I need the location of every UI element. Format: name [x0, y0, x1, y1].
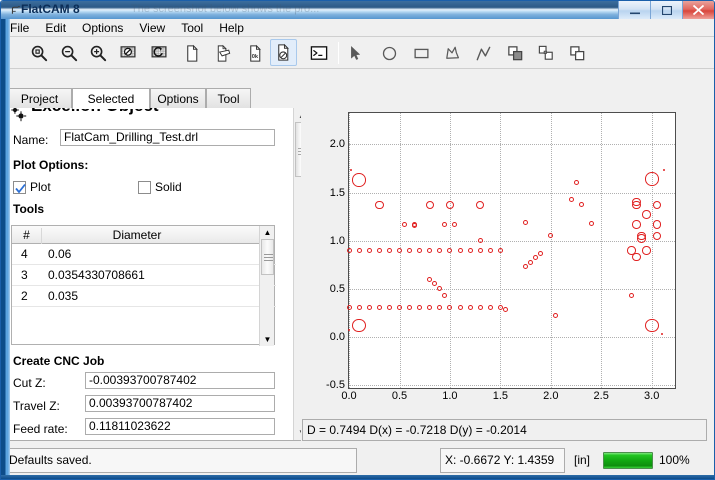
svg-text:0k: 0k: [251, 54, 258, 60]
